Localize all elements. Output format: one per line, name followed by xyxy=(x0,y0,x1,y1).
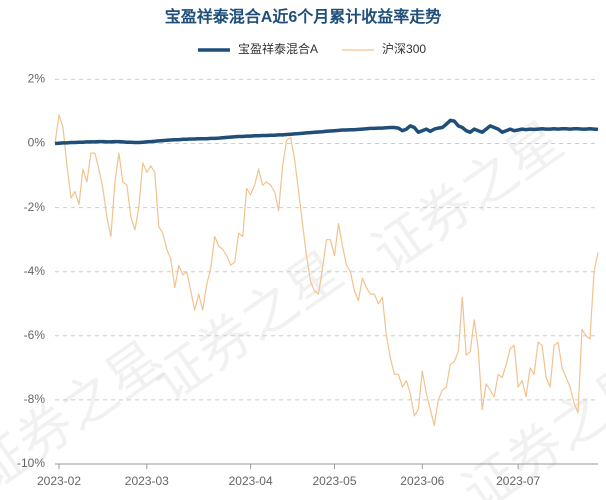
y-tick-label: 0% xyxy=(28,136,46,150)
chart-title: 宝盈祥泰混合A近6个月累计收益率走势 xyxy=(165,7,441,26)
legend-label: 宝盈祥泰混合A xyxy=(238,41,318,56)
y-tick-label: -8% xyxy=(24,392,46,406)
legend-label: 沪深300 xyxy=(382,42,426,56)
y-tick-label: -6% xyxy=(24,328,46,342)
x-tick-label: 2023-06 xyxy=(400,474,444,488)
x-tick-label: 2023-02 xyxy=(37,474,81,488)
series-line xyxy=(54,118,599,146)
y-tick-label: -4% xyxy=(24,264,46,278)
watermark: 证券之星 xyxy=(362,110,573,283)
series-line xyxy=(54,114,599,427)
watermark: 证券之星 xyxy=(142,240,353,413)
y-tick-label: 2% xyxy=(28,72,46,86)
x-tick-label: 2023-07 xyxy=(496,474,540,488)
x-tick-label: 2023-03 xyxy=(125,474,169,488)
y-tick-label: -2% xyxy=(24,200,46,214)
x-tick-label: 2023-05 xyxy=(312,474,356,488)
x-tick-label: 2023-04 xyxy=(229,474,273,488)
y-tick-label: -10% xyxy=(17,456,45,470)
